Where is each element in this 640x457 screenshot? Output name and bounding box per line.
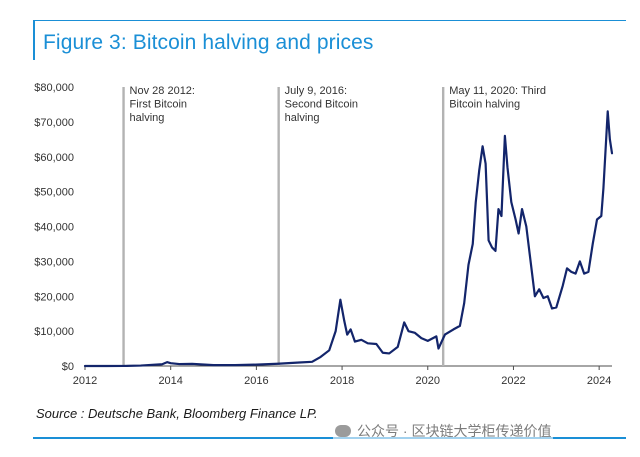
wechat-icon (335, 425, 351, 437)
watermark: 公众号 · 区块链大学柜传递价值 (333, 421, 554, 441)
y-tick-label: $80,000 (34, 82, 74, 94)
x-tick-label: 2020 (416, 375, 440, 387)
halving-annotation-line: halving (130, 112, 165, 124)
x-tick-label: 2018 (330, 375, 354, 387)
watermark-text: 公众号 · 区块链大学柜传递价值 (357, 423, 552, 439)
y-tick-label: $30,000 (34, 256, 74, 268)
bitcoin-price-chart: $0 $10,000 $20,000 $30,000 $40,000 $50,000 $60… (34, 82, 614, 387)
bottom-rule (33, 437, 626, 439)
halving-annotation-line: halving (285, 112, 320, 124)
y-tick-label: $50,000 (34, 187, 74, 199)
source-note: Source : Deutsche Bank, Bloomberg Financ… (36, 406, 318, 421)
y-tick-label: $0 (62, 361, 74, 373)
y-tick-label: $70,000 (34, 117, 74, 129)
halving-annotation-line: July 9, 2016: (285, 85, 347, 97)
figure-title: Figure 3: Bitcoin halving and prices (43, 31, 374, 54)
halving-annotation-line: May 11, 2020: Third (449, 85, 546, 97)
title-frame-accent-bar (33, 20, 35, 60)
x-tick-label: 2022 (501, 375, 525, 387)
x-tick-label: 2024 (587, 375, 611, 387)
x-tick-label: 2014 (158, 375, 182, 387)
y-tick-label: $40,000 (34, 222, 74, 234)
x-tick-label: 2016 (244, 375, 268, 387)
halving-annotation-line: Nov 28 2012: (130, 85, 195, 97)
halving-annotation-line: Bitcoin halving (449, 99, 520, 111)
y-tick-label: $60,000 (34, 152, 74, 164)
title-frame-top-rule (33, 20, 626, 21)
halving-annotation-line: Second Bitcoin (285, 99, 358, 111)
price-series-line (83, 110, 614, 368)
y-tick-label: $20,000 (34, 291, 74, 303)
x-tick-label: 2012 (73, 375, 97, 387)
halving-annotation-line: First Bitcoin (130, 99, 187, 111)
y-tick-label: $10,000 (34, 326, 74, 338)
